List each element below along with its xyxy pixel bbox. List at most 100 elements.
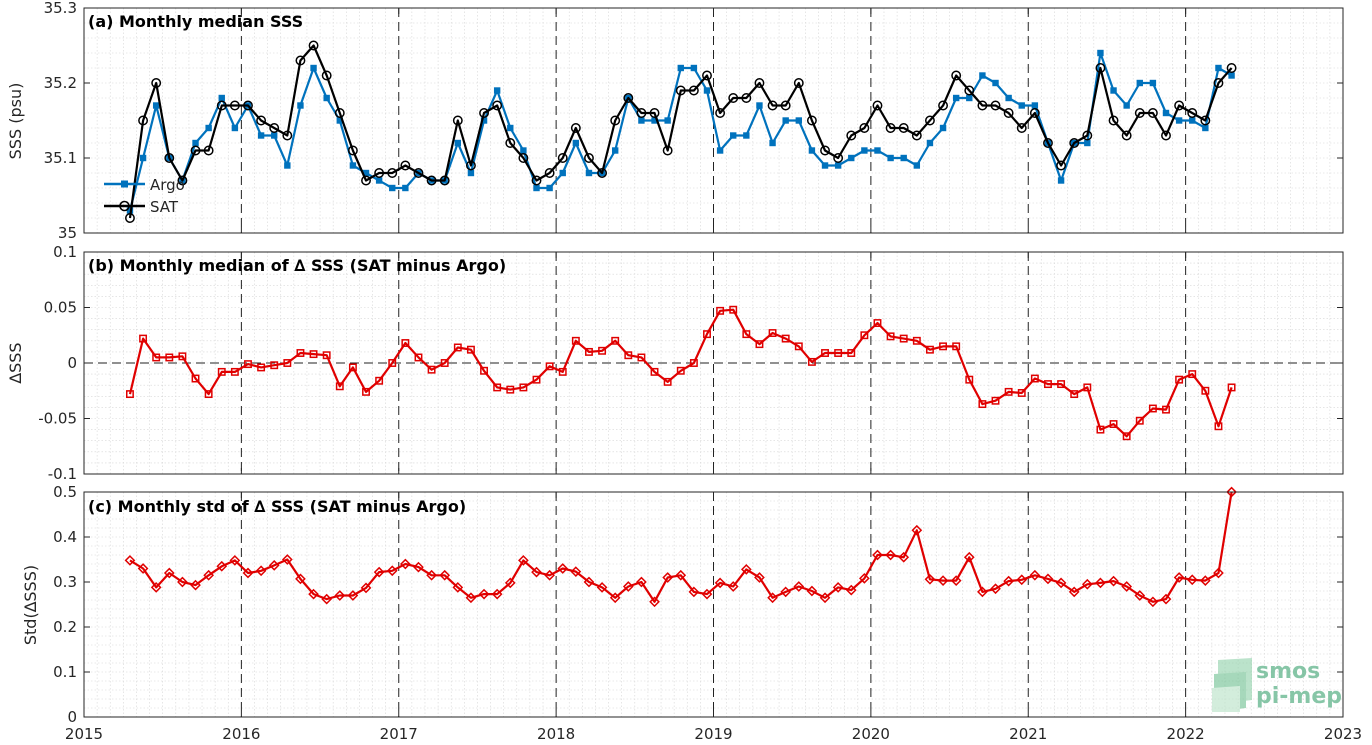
data-point <box>978 400 987 409</box>
data-point <box>964 85 975 96</box>
legend-argo-marker <box>121 180 128 188</box>
data-point <box>714 577 726 589</box>
data-point <box>216 560 228 572</box>
data-point <box>546 184 553 192</box>
data-point <box>139 154 147 162</box>
data-point <box>965 375 974 384</box>
data-point <box>557 563 569 574</box>
series-line <box>129 491 1233 603</box>
data-point <box>387 168 398 178</box>
data-point <box>584 153 594 163</box>
data-point <box>533 184 540 192</box>
data-point <box>676 366 685 375</box>
panel-c-ytick-label: 0.1 <box>53 663 77 681</box>
data-point <box>229 100 240 111</box>
data-point <box>938 100 949 111</box>
data-point <box>663 377 672 386</box>
data-point <box>806 115 817 126</box>
legend-argo-label: Argo <box>150 176 185 194</box>
data-point <box>1147 596 1159 608</box>
data-point <box>1227 383 1236 392</box>
data-point <box>413 168 424 178</box>
data-point <box>742 330 751 339</box>
data-point <box>979 72 986 79</box>
panel-c-ytick-label: 0.5 <box>53 483 77 501</box>
data-point <box>151 78 162 88</box>
data-point <box>349 162 357 169</box>
data-point <box>257 363 266 372</box>
data-point <box>348 363 357 372</box>
data-point <box>793 581 805 592</box>
data-point <box>375 177 383 184</box>
data-point <box>190 579 201 591</box>
data-point <box>651 117 658 124</box>
data-point <box>1213 567 1224 579</box>
data-point <box>596 582 608 593</box>
data-point <box>452 115 463 126</box>
data-point <box>1029 569 1041 581</box>
panel-c-ylabel: Std(∆SSS) <box>21 565 40 645</box>
data-point <box>1031 102 1039 109</box>
data-point <box>440 359 449 367</box>
data-point <box>950 575 962 587</box>
data-point <box>375 376 384 385</box>
data-point <box>309 350 318 359</box>
data-point <box>1201 386 1210 395</box>
data-point <box>374 168 385 178</box>
data-point <box>1003 575 1014 587</box>
data-point <box>1043 138 1053 148</box>
data-point <box>478 588 490 600</box>
smos-pimep-logo: smos pi-mep <box>1212 658 1342 712</box>
data-point <box>585 347 593 356</box>
data-point <box>636 576 647 588</box>
data-point <box>834 349 843 357</box>
data-point <box>453 343 462 352</box>
data-point <box>846 130 857 141</box>
data-point <box>952 94 960 102</box>
data-point <box>821 162 829 169</box>
data-point <box>386 565 398 577</box>
panel-c-ytick-label: 0.4 <box>53 528 77 546</box>
data-point <box>1215 64 1222 72</box>
data-point <box>1175 375 1184 384</box>
data-point <box>1096 425 1105 434</box>
data-point <box>308 588 319 600</box>
data-point <box>991 396 1000 405</box>
data-point <box>912 336 921 345</box>
data-point <box>848 154 855 162</box>
data-point <box>977 100 988 111</box>
data-point <box>767 100 778 111</box>
panel-b-title: (b) Monthly median of ∆ SSS (SAT minus A… <box>88 256 506 275</box>
data-point <box>873 319 882 327</box>
data-point <box>1226 63 1237 73</box>
data-point <box>479 108 489 118</box>
data-point <box>519 383 528 392</box>
data-point <box>754 572 765 583</box>
data-point <box>506 385 515 394</box>
data-point <box>282 130 293 141</box>
data-point <box>874 147 881 154</box>
data-point <box>780 586 792 598</box>
data-point <box>544 569 555 581</box>
data-point <box>716 147 724 154</box>
data-point <box>255 565 267 577</box>
data-point <box>859 573 870 584</box>
data-point <box>558 367 567 376</box>
data-point <box>1057 380 1066 389</box>
data-point <box>1162 405 1170 414</box>
data-point <box>137 563 149 574</box>
data-point <box>939 124 947 132</box>
data-point <box>834 162 842 169</box>
data-point <box>545 362 554 371</box>
data-point <box>295 55 306 66</box>
panel-b-ytick-label: -0.05 <box>38 410 77 428</box>
panel-a-ylabel: SSS (psu) <box>6 83 25 160</box>
data-point <box>1069 138 1080 148</box>
data-point <box>845 584 857 596</box>
xtick-label: 2018 <box>537 725 575 743</box>
data-point <box>1149 79 1157 87</box>
data-point <box>244 360 252 369</box>
data-point <box>598 346 607 355</box>
data-point <box>807 357 816 366</box>
